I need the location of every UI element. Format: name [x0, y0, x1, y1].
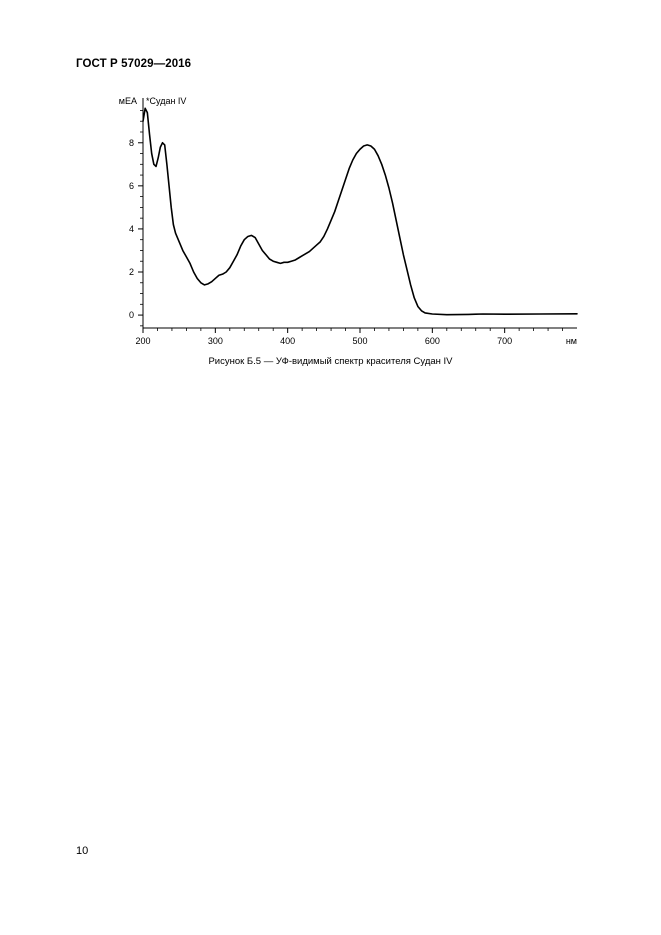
y-tick-label: 4 — [129, 224, 134, 234]
chart-labels: 200 300 400 500 600 700 0 2 4 6 8 мЕА нм *Судан IV — [119, 96, 577, 346]
y-axis-label: мЕА — [119, 96, 137, 106]
chart-ticks — [138, 110, 563, 333]
x-tick-label: 500 — [352, 336, 367, 346]
y-tick-label: 8 — [129, 138, 134, 148]
figure-caption: Рисунок Б.5 — УФ-видимый спектр красител… — [208, 356, 453, 367]
spectrum-line — [142, 107, 578, 316]
x-tick-label: 200 — [135, 336, 150, 346]
page-number: 10 — [76, 845, 89, 857]
y-tick-label: 6 — [129, 181, 134, 191]
x-axis-label: нм — [566, 336, 577, 346]
document-header: ГОСТ Р 57029—2016 — [76, 58, 192, 70]
x-tick-label: 700 — [497, 336, 512, 346]
chart-axes — [142, 98, 577, 329]
x-tick-label: 400 — [280, 336, 295, 346]
chart-series — [142, 107, 578, 316]
x-tick-label: 600 — [425, 336, 440, 346]
chart-canvas: 200 300 400 500 600 700 0 2 4 6 8 мЕА нм *Судан IV — [119, 96, 578, 346]
uv-vis-spectrum-chart: 200 300 400 500 600 700 0 2 4 6 8 мЕА нм *Судан IV — [0, 0, 661, 400]
series-label: *Судан IV — [146, 96, 186, 106]
x-tick-label: 300 — [208, 336, 223, 346]
y-tick-label: 0 — [129, 310, 134, 320]
y-tick-label: 2 — [129, 267, 134, 277]
